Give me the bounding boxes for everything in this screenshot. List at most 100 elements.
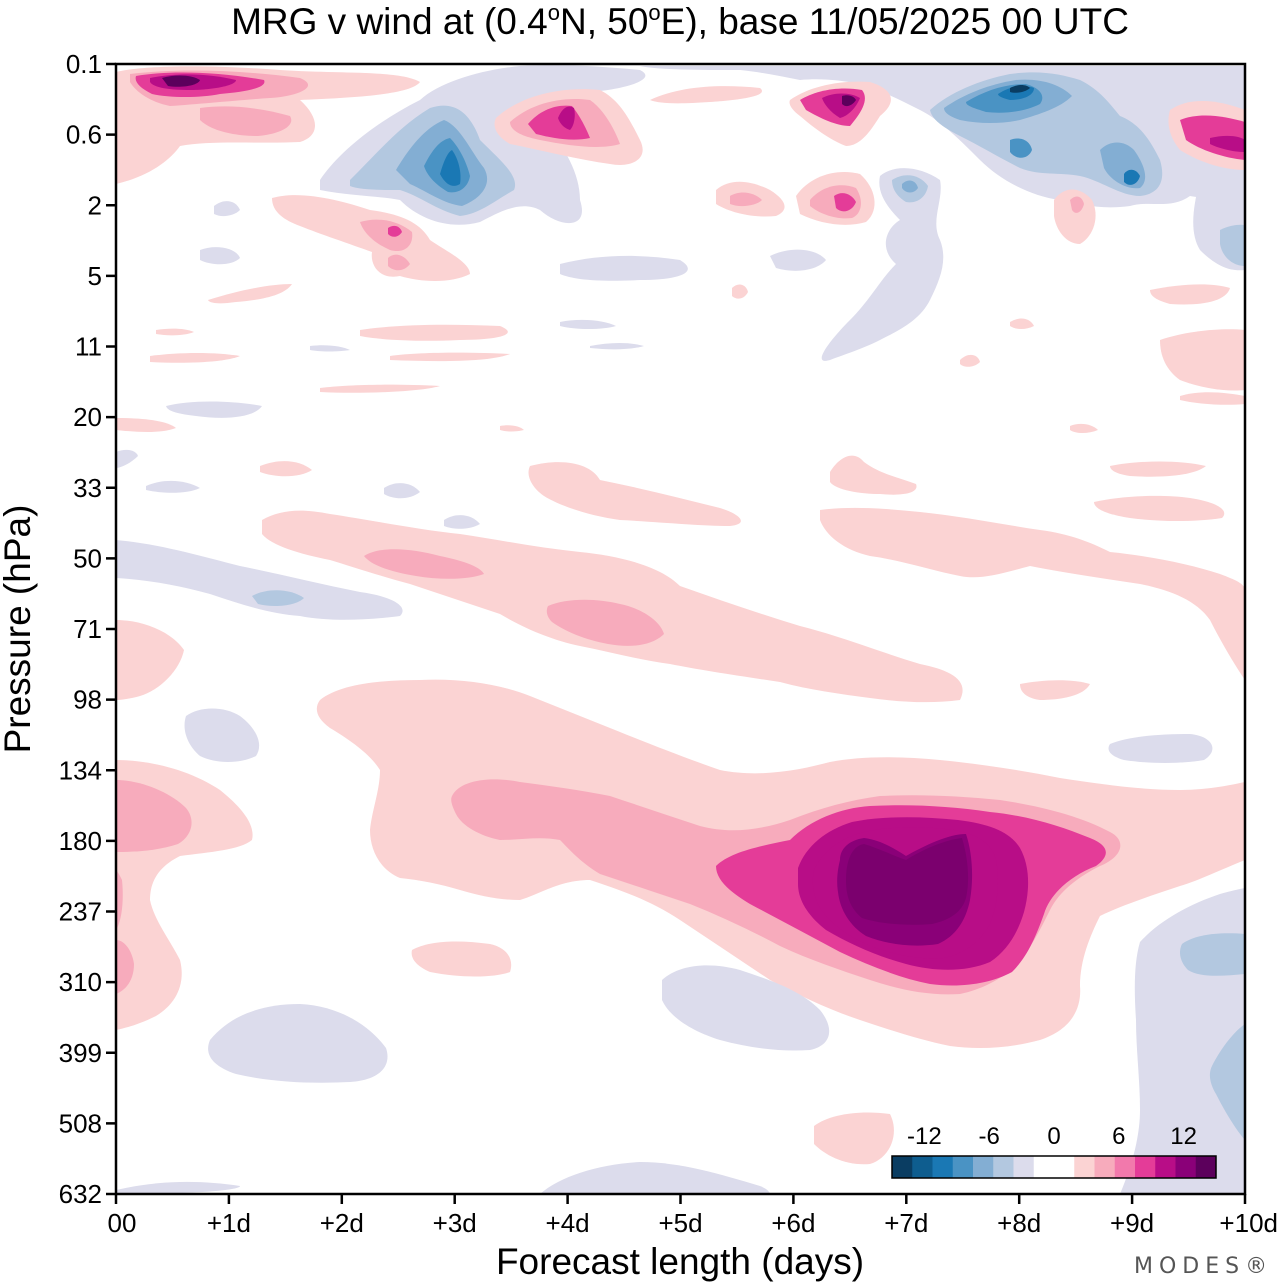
contour-pos-180hpa-11 <box>116 870 123 930</box>
colorbar-swatch <box>1195 1156 1217 1178</box>
colorbar-swatch <box>1033 1156 1055 1178</box>
contour-neg-11hpa-5 <box>590 343 644 350</box>
contour-pos-2hpa-4 <box>1054 189 1096 244</box>
colorbar-swatch <box>912 1156 933 1178</box>
colorbar-tick-label: 6 <box>1112 1123 1125 1150</box>
contour-pos-50hpa-3 <box>546 599 664 646</box>
y-tick-label: 0.6 <box>66 120 102 150</box>
contour-neg-strat-4i <box>1010 138 1032 158</box>
contour-neg-5hpa-1 <box>560 255 688 281</box>
contour-pos-strat-4p <box>650 86 762 104</box>
contour-pos-11hpa-3 <box>150 353 240 363</box>
colorbar-frame <box>891 1155 1217 1179</box>
y-axis: 0.1 0.6 2 5 11 20 33 50 71 98 134 180 237 310 399 508 63… <box>59 49 116 1209</box>
contour-pos-11hpa-9 <box>320 384 440 393</box>
x-tick-label: +9d <box>1110 1208 1154 1238</box>
contour-pos-11hpa-6 <box>1160 329 1245 391</box>
contour-pos-2hpa-6 <box>272 195 470 281</box>
contour-field <box>116 65 1245 1194</box>
contour-neg-5hpa-2 <box>770 249 826 271</box>
contour-neg-11hpa-2 <box>560 319 616 329</box>
colorbar-swatch <box>932 1156 954 1178</box>
contour-neg-399hpa-7 <box>1209 1024 1245 1140</box>
contour-pos-310hpa-4 <box>411 941 512 977</box>
y-tick-label: 98 <box>73 685 102 715</box>
x-tick-label: +5d <box>658 1208 702 1238</box>
colorbar-swatch <box>1054 1156 1075 1178</box>
contour-pos-20hpa-3 <box>1180 392 1245 405</box>
colorbar-swatch <box>1114 1156 1136 1178</box>
contour-pos-134hpa-l3 <box>116 940 134 994</box>
contour-neg-632hpa-9 <box>540 1162 770 1194</box>
contour-pos-5hpa-5 <box>208 284 292 304</box>
contour-pos-2hpa-1b <box>730 192 762 207</box>
contour-neg-strat-2e <box>440 150 461 186</box>
contour-pos-11hpa-4 <box>390 352 510 362</box>
contour-pos-33hpa-7 <box>1094 495 1225 521</box>
colorbar-tick-label: 12 <box>1170 1123 1197 1150</box>
contour-neg-33hpa-8 <box>444 515 480 529</box>
contour-pos-2hpa-4b <box>1070 196 1084 213</box>
contour-pos-508hpa-10 <box>814 1112 894 1165</box>
contour-pos-11hpa-10 <box>156 328 194 336</box>
x-tick-label: +10d <box>1219 1208 1278 1238</box>
contour-pos-50hpa-5 <box>1020 680 1090 700</box>
y-tick-label: 50 <box>73 543 102 573</box>
colorbar-swatch <box>1175 1156 1197 1178</box>
contour-pos-2hpa-2c <box>834 193 856 212</box>
contour-pos-50hpa-8 <box>116 620 184 700</box>
contour-neg-33hpa-3 <box>384 483 420 499</box>
chart-title: MRG v wind at (0.4oN, 50oE), base 11/05/… <box>231 0 1129 42</box>
x-tick-label: +6d <box>771 1208 815 1238</box>
y-tick-label: 0.1 <box>66 49 102 79</box>
x-tick-label: +1d <box>207 1208 251 1238</box>
contour-neg-134hpa-2 <box>1108 734 1213 763</box>
contour-pos-20hpa-5 <box>500 425 524 432</box>
contour-neg-2hpa-3 <box>821 168 944 361</box>
colorbar-swatch <box>973 1156 994 1178</box>
y-tick-label: 134 <box>59 755 102 785</box>
contour-neg-632hpa-8 <box>116 1181 240 1194</box>
contour-pos-11hpa-1 <box>360 324 508 341</box>
contour-pos-strat-6c <box>1210 135 1245 152</box>
contour-neg-strat-4h <box>1124 169 1140 185</box>
contour-pos-33hpa-4 <box>528 462 741 526</box>
contour-pos-strat-5d <box>842 95 856 107</box>
contour-pos-11hpa-7 <box>960 354 980 367</box>
colorbar-swatch <box>1155 1156 1176 1178</box>
contour-pos-130hpa-h <box>846 838 969 925</box>
colorbar-swatch <box>952 1156 974 1178</box>
contour-neg-98hpa-1 <box>184 708 260 762</box>
y-tick-label: 11 <box>75 332 102 362</box>
colorbar-tick-label: -12 <box>907 1123 942 1150</box>
y-tick-label: 237 <box>59 897 102 927</box>
contour-neg-5hpa-6 <box>214 201 240 217</box>
contour-pos-strat-1f <box>200 106 292 136</box>
contour-pos-11hpa-8 <box>1010 318 1034 329</box>
contour-neg-50hpa-7 <box>252 590 304 606</box>
y-tick-label: 399 <box>59 1038 102 1068</box>
colorbar-swatch <box>1135 1156 1156 1178</box>
contour-pos-2hpa-6b <box>360 219 413 252</box>
contour-neg-399hpa-4 <box>208 1004 388 1083</box>
contour-pos-33hpa-1 <box>260 461 312 477</box>
contour-pos-5hpa-7 <box>732 284 748 299</box>
contour-pos-33hpa-6 <box>1110 461 1206 477</box>
contour-neg-2hpa-3c <box>902 180 918 193</box>
y-tick-label: 310 <box>59 967 102 997</box>
contour-neg-2hpa-5b <box>1220 224 1245 266</box>
contour-neg-237hpa-6 <box>1180 933 1245 976</box>
contour-neg-strat-4f <box>1010 85 1030 93</box>
colorbar-tick-label: -6 <box>979 1123 1000 1150</box>
x-tick-label: +4d <box>546 1208 590 1238</box>
y-tick-label: 33 <box>73 473 102 503</box>
modes-watermark: MODES® <box>1134 1254 1273 1279</box>
contour-pos-134hpa-l2 <box>116 780 192 852</box>
contour-neg-50hpa-6 <box>116 540 403 620</box>
x-axis: 00 +1d +2d +3d +4d +5d +6d +7d +8d +9d +10d <box>108 1194 1278 1238</box>
contour-neg-33hpa-2 <box>146 480 200 493</box>
colorbar-tick-label: 0 <box>1047 1123 1060 1150</box>
x-tick-label: +3d <box>433 1208 477 1238</box>
contour-pos-50hpa-2 <box>364 549 484 579</box>
contour-pos-5hpa-3 <box>1150 284 1230 305</box>
